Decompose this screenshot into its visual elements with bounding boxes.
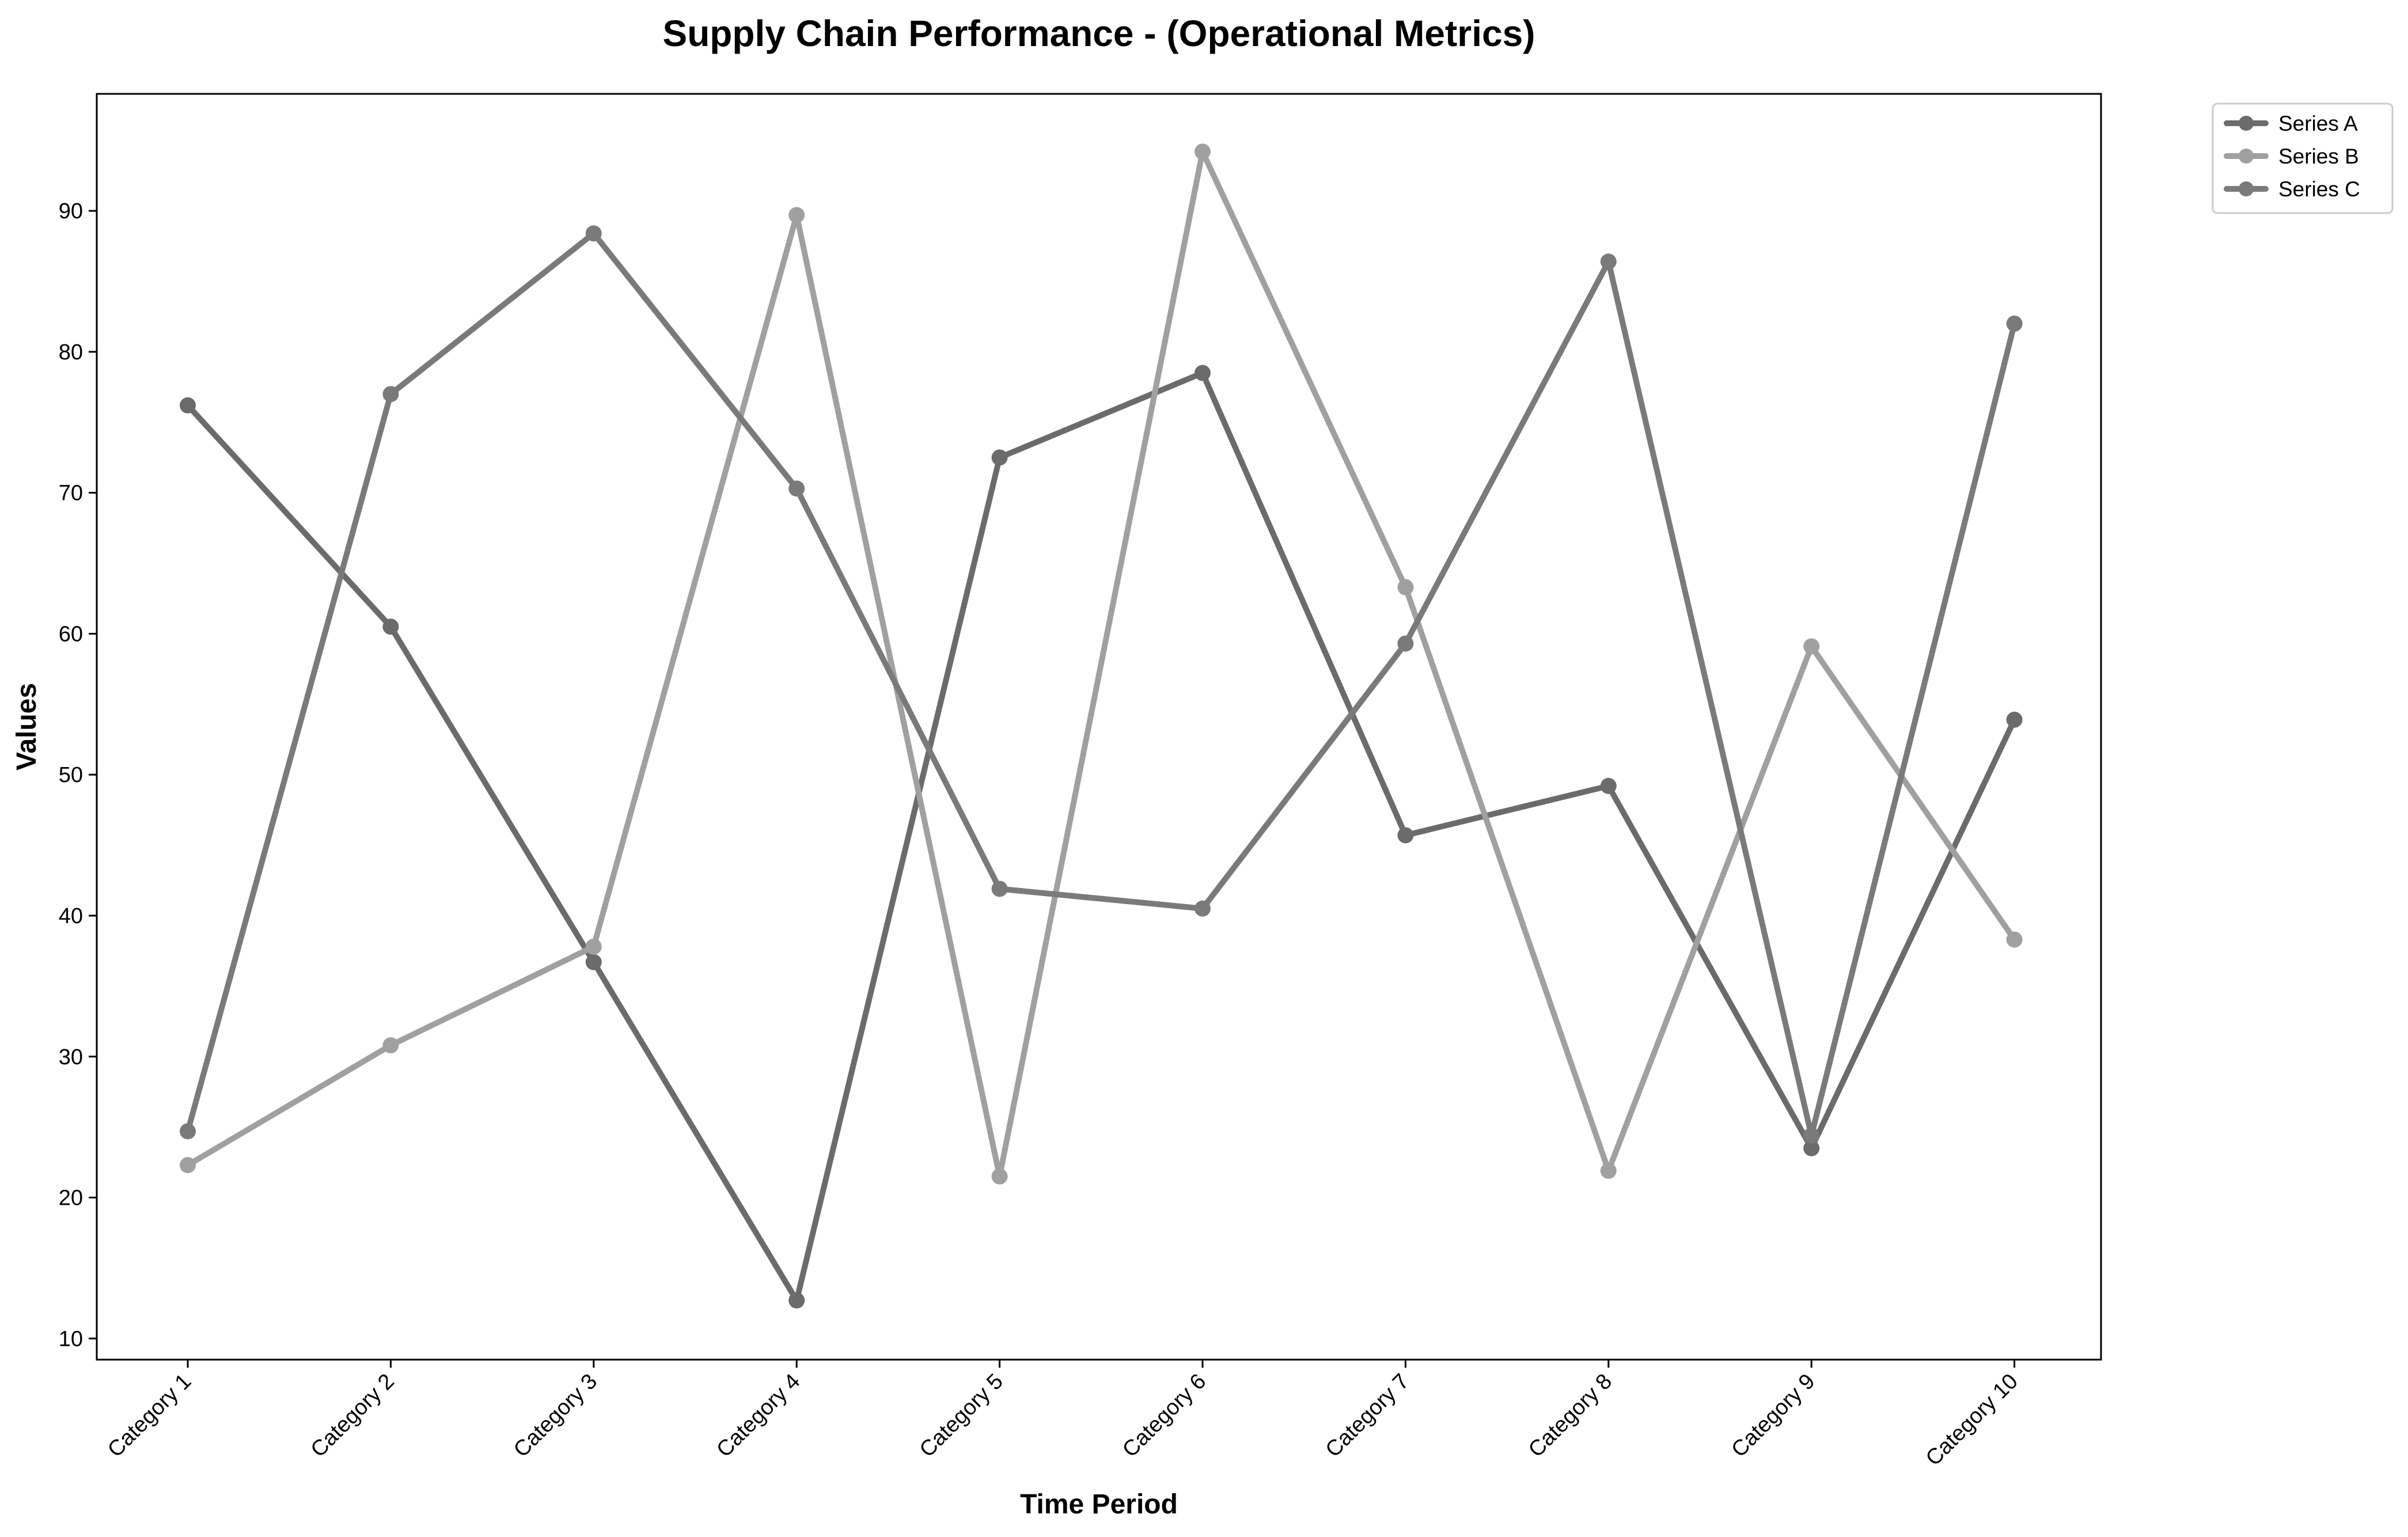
legend-label: Series C	[2278, 177, 2360, 201]
x-tick-label: Category 9	[1727, 1369, 1819, 1462]
data-point	[180, 397, 196, 413]
data-point	[1194, 143, 1211, 160]
y-tick-label: 80	[59, 340, 83, 365]
y-axis-title: Values	[12, 683, 42, 771]
legend-marker	[2239, 149, 2254, 164]
data-point	[991, 1168, 1008, 1185]
x-tick-label: Category 3	[509, 1369, 602, 1462]
legend-label: Series A	[2278, 112, 2358, 135]
x-tick-label: Category 7	[1321, 1369, 1414, 1462]
data-point	[1600, 777, 1617, 794]
y-tick-label: 40	[59, 904, 83, 928]
data-point	[1194, 900, 1211, 917]
y-tick-label: 90	[59, 199, 83, 223]
x-tick-label: Category 6	[1118, 1369, 1211, 1462]
data-point	[2006, 931, 2023, 948]
series-line	[185, 230, 2018, 1138]
legend-marker	[2239, 181, 2254, 196]
data-point	[180, 1123, 196, 1140]
data-point	[382, 618, 399, 635]
data-point	[585, 225, 602, 242]
data-point	[1803, 1127, 1820, 1144]
data-point	[382, 386, 399, 403]
y-tick-label: 30	[59, 1045, 83, 1069]
y-tick-label: 20	[59, 1186, 83, 1210]
x-tick-label: Category 5	[915, 1369, 1008, 1462]
data-point	[991, 881, 1008, 897]
data-point	[180, 1157, 196, 1174]
data-point	[788, 207, 805, 223]
data-point	[2006, 315, 2023, 332]
data-point	[1803, 638, 1820, 655]
legend-frame	[2212, 103, 2394, 214]
data-point	[1397, 635, 1414, 652]
data-point	[2006, 711, 2023, 728]
data-point	[1803, 1140, 1820, 1156]
data-point	[585, 938, 602, 955]
series-lines	[180, 143, 2023, 1309]
legend: Series A Series B Series C	[2212, 103, 2394, 214]
x-tick-label: Category 8	[1524, 1369, 1617, 1462]
x-tick-label: Category 2	[306, 1369, 399, 1462]
chart-title: Supply Chain Performance - (Operational …	[663, 13, 1535, 54]
series-series-b	[180, 143, 2023, 1185]
y-tick-label: 50	[59, 763, 83, 787]
data-point	[585, 954, 602, 970]
data-point	[1397, 579, 1414, 595]
data-point	[1397, 827, 1414, 844]
x-tick-label: Category 1	[103, 1369, 196, 1462]
legend-marker	[2239, 116, 2254, 131]
x-tick-label: Category 10	[1921, 1369, 2023, 1471]
y-tick-label: 10	[59, 1327, 83, 1351]
data-point	[1600, 1163, 1617, 1179]
data-point	[1600, 253, 1617, 270]
data-point	[1194, 365, 1211, 381]
legend-label: Series B	[2278, 145, 2359, 168]
plot-area-frame	[96, 93, 2102, 1361]
series-line	[185, 370, 2018, 1304]
data-point	[991, 449, 1008, 466]
x-tick-label: Category 4	[712, 1369, 805, 1462]
data-point	[382, 1037, 399, 1054]
y-tick-label: 70	[59, 481, 83, 506]
series-series-a	[180, 365, 2023, 1309]
x-axis-ticks: Category 1 Category 2 Category 3 Category 4…	[103, 1360, 2023, 1471]
y-axis-ticks: 10 20 30 40 50 60 70 80 90	[59, 199, 97, 1351]
series-line	[185, 149, 2018, 1179]
series-series-c	[180, 225, 2023, 1144]
data-point	[788, 1292, 805, 1309]
x-axis-title: Time Period	[1020, 1489, 1178, 1520]
y-tick-label: 60	[59, 622, 83, 646]
data-point	[788, 480, 805, 497]
